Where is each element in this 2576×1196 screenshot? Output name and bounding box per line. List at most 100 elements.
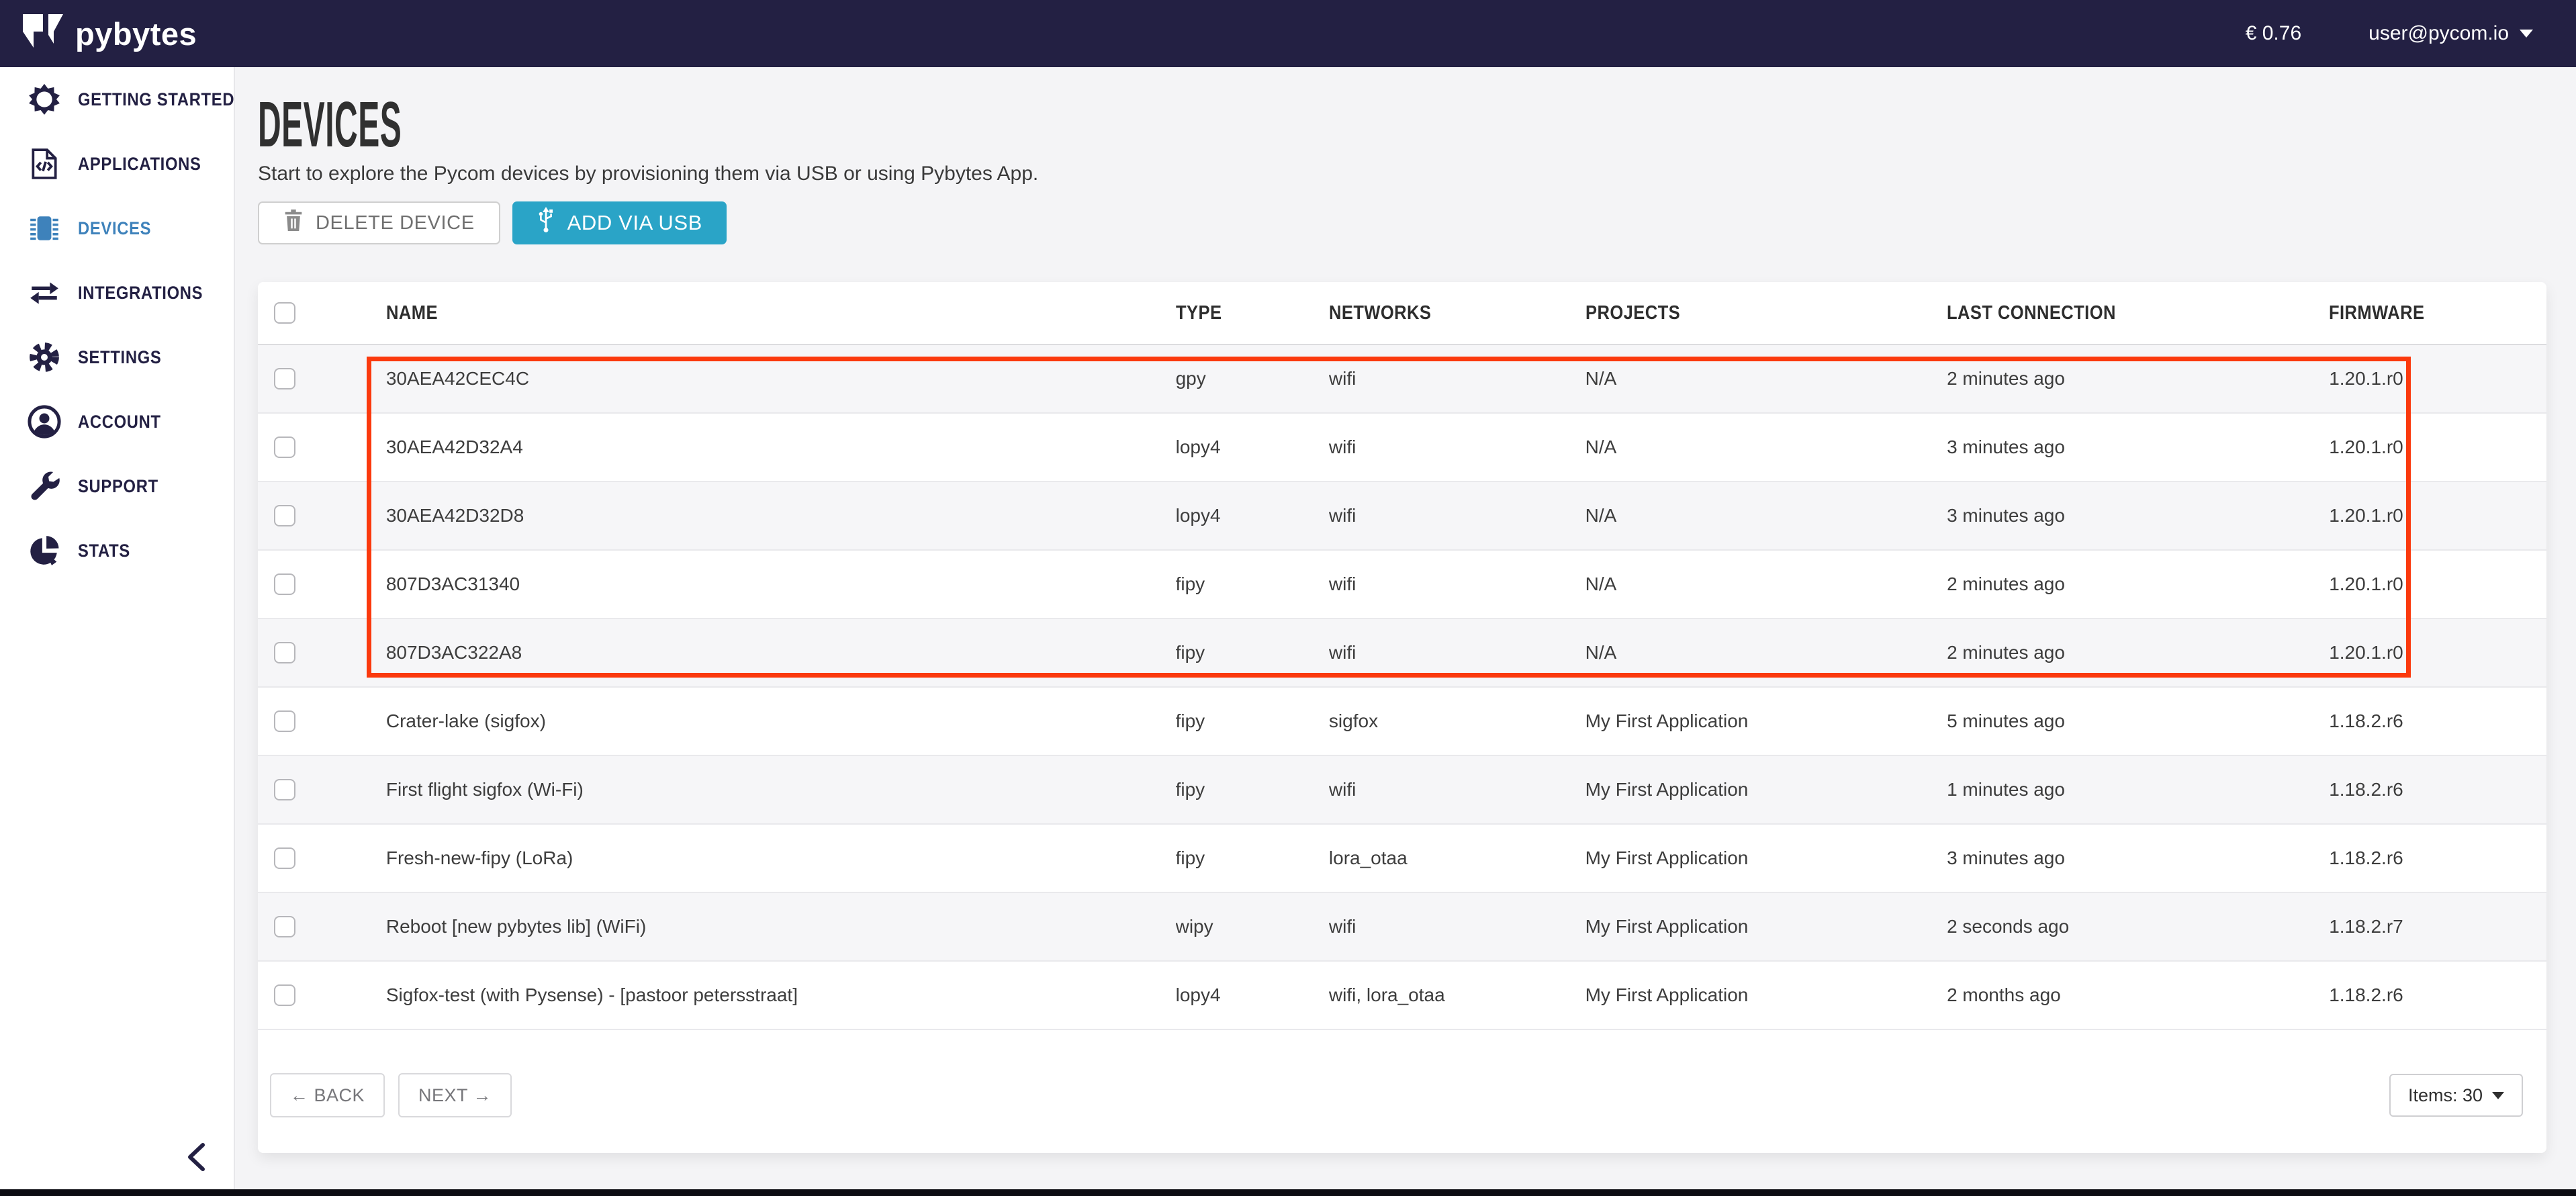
device-networks: wifi [1328, 573, 1356, 594]
table-row[interactable]: First flight sigfox (Wi-Fi) fipy wifi My… [258, 756, 2546, 825]
device-networks: sigfox [1328, 710, 1379, 731]
device-firmware: 1.18.2.r6 [2329, 984, 2403, 1005]
device-firmware: 1.18.2.r6 [2329, 710, 2403, 731]
column-header-networks: NETWORKS [1328, 302, 1432, 324]
table-body: 30AEA42CEC4C gpy wifi N/A 2 minutes ago … [258, 345, 2546, 1030]
device-firmware: 1.20.1.r0 [2329, 436, 2403, 457]
row-checkbox[interactable] [274, 368, 295, 389]
sidebar-item-getting-started[interactable]: GETTING STARTED [0, 67, 234, 132]
device-firmware: 1.20.1.r0 [2329, 642, 2403, 663]
sidebar-item-stats[interactable]: STATS [0, 518, 234, 583]
device-last-connection: 1 minutes ago [1947, 779, 2065, 800]
device-last-connection: 5 minutes ago [1947, 710, 2065, 731]
delete-device-button[interactable]: DELETE DEVICE [258, 201, 500, 244]
device-projects: My First Application [1585, 847, 1749, 868]
page-title: DEVICES [258, 89, 402, 160]
sidebar-item-devices[interactable]: DEVICES [0, 196, 234, 261]
window-bottom-edge [0, 1189, 2576, 1196]
table-row[interactable]: 807D3AC322A8 fipy wifi N/A 2 minutes ago… [258, 619, 2546, 688]
device-projects: N/A [1585, 368, 1617, 389]
sidebar-item-applications[interactable]: APPLICATIONS [0, 132, 234, 196]
chevron-down-icon [2520, 30, 2533, 38]
device-last-connection: 2 seconds ago [1947, 916, 2070, 937]
device-networks: wifi [1328, 779, 1356, 800]
row-checkbox[interactable] [274, 779, 295, 800]
trash-icon [283, 210, 304, 236]
select-all-checkbox[interactable] [274, 302, 295, 324]
delete-device-label: DELETE DEVICE [316, 212, 475, 234]
device-projects: My First Application [1585, 710, 1749, 731]
device-last-connection: 2 minutes ago [1947, 368, 2065, 389]
items-per-page-dropdown[interactable]: Items: 30 [2389, 1074, 2523, 1117]
device-firmware: 1.18.2.r6 [2329, 779, 2403, 800]
device-last-connection: 3 minutes ago [1947, 847, 2065, 868]
topbar: pybytes € 0.76 user@pycom.io [0, 0, 2576, 67]
next-button[interactable]: NEXT → [398, 1073, 512, 1117]
table-row[interactable]: Fresh-new-fipy (LoRa) fipy lora_otaa My … [258, 825, 2546, 893]
device-networks: wifi [1328, 916, 1356, 937]
code-file-icon [27, 146, 62, 181]
device-name: Sigfox-test (with Pysense) - [pastoor pe… [385, 984, 798, 1005]
device-name: 807D3AC322A8 [385, 642, 522, 663]
back-button[interactable]: ← BACK [270, 1073, 385, 1117]
row-checkbox[interactable] [274, 984, 295, 1006]
device-networks: wifi [1328, 642, 1356, 663]
sidebar-item-integrations[interactable]: INTEGRATIONS [0, 261, 234, 325]
device-projects: My First Application [1585, 779, 1749, 800]
gear-icon [27, 340, 62, 375]
device-type: fipy [1175, 710, 1205, 731]
sidebar-collapse-button[interactable] [179, 1140, 214, 1175]
device-last-connection: 3 minutes ago [1947, 505, 2065, 526]
device-name: Crater-lake (sigfox) [385, 710, 546, 731]
device-firmware: 1.18.2.r6 [2329, 847, 2403, 868]
row-checkbox[interactable] [274, 573, 295, 595]
device-last-connection: 2 minutes ago [1947, 642, 2065, 663]
row-checkbox[interactable] [274, 847, 295, 869]
table-header-row: NAME TYPE NETWORKS PROJECTS LAST CONNECT… [258, 282, 2546, 345]
table-row[interactable]: Sigfox-test (with Pysense) - [pastoor pe… [258, 962, 2546, 1030]
column-header-projects: PROJECTS [1585, 302, 1680, 324]
device-firmware: 1.18.2.r7 [2329, 916, 2403, 937]
usb-icon [537, 207, 555, 239]
table-row[interactable]: Crater-lake (sigfox) fipy sigfox My Firs… [258, 688, 2546, 756]
device-last-connection: 2 minutes ago [1947, 573, 2065, 594]
pybytes-logo[interactable]: pybytes [23, 13, 197, 54]
column-header-firmware: FIRMWARE [2329, 302, 2425, 324]
main-content: DEVICES Start to explore the Pycom devic… [236, 67, 2576, 1189]
device-networks: wifi, lora_otaa [1328, 984, 1445, 1005]
table-row[interactable]: 807D3AC31340 fipy wifi N/A 2 minutes ago… [258, 551, 2546, 619]
device-name: 30AEA42CEC4C [385, 368, 530, 389]
row-checkbox[interactable] [274, 642, 295, 663]
chevron-left-icon [188, 1143, 205, 1171]
device-last-connection: 3 minutes ago [1947, 436, 2065, 457]
row-checkbox[interactable] [274, 436, 295, 458]
pie-chart-icon [27, 533, 62, 568]
table-row[interactable]: 30AEA42CEC4C gpy wifi N/A 2 minutes ago … [258, 345, 2546, 414]
column-header-name: NAME [385, 302, 438, 324]
sidebar-item-support[interactable]: SUPPORT [0, 454, 234, 518]
device-type: fipy [1175, 779, 1205, 800]
device-networks: wifi [1328, 505, 1356, 526]
user-menu[interactable]: user@pycom.io [2368, 22, 2533, 45]
device-type: fipy [1175, 573, 1205, 594]
row-checkbox[interactable] [274, 505, 295, 526]
table-row[interactable]: 30AEA42D32D8 lopy4 wifi N/A 3 minutes ag… [258, 482, 2546, 551]
device-networks: wifi [1328, 368, 1356, 389]
sidebar-item-account[interactable]: ACCOUNT [0, 389, 234, 454]
device-type: lopy4 [1175, 436, 1221, 457]
chip-icon [27, 211, 62, 246]
transfer-arrows-icon [27, 275, 62, 310]
device-name: Fresh-new-fipy (LoRa) [385, 847, 573, 868]
device-type: lopy4 [1175, 984, 1221, 1005]
chevron-down-icon [2492, 1091, 2504, 1099]
device-type: wipy [1175, 916, 1213, 937]
logo-text: pybytes [75, 15, 197, 52]
device-last-connection: 2 months ago [1947, 984, 2061, 1005]
row-checkbox[interactable] [274, 916, 295, 937]
add-via-usb-button[interactable]: ADD VIA USB [512, 201, 727, 244]
table-row[interactable]: 30AEA42D32A4 lopy4 wifi N/A 3 minutes ag… [258, 414, 2546, 482]
row-checkbox[interactable] [274, 710, 295, 732]
table-row[interactable]: Reboot [new pybytes lib] (WiFi) wipy wif… [258, 893, 2546, 962]
devices-table-card: NAME TYPE NETWORKS PROJECTS LAST CONNECT… [258, 282, 2546, 1153]
sidebar-item-settings[interactable]: SETTINGS [0, 325, 234, 389]
